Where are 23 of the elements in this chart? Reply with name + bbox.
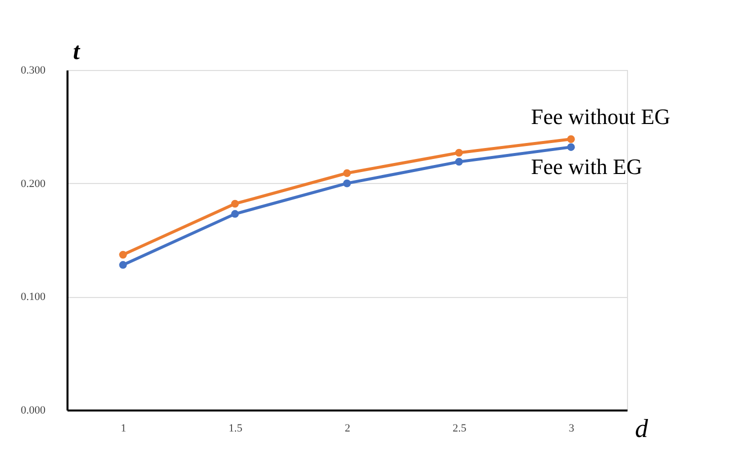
y-tick-label: 0.100 bbox=[20, 291, 46, 304]
x-tick-label: 2 bbox=[344, 422, 350, 434]
point bbox=[119, 261, 127, 269]
point bbox=[567, 143, 575, 151]
x-tick-label: 1 bbox=[120, 422, 126, 434]
point bbox=[231, 200, 239, 208]
series-label: Fee without EG bbox=[531, 104, 670, 130]
point bbox=[455, 158, 463, 166]
point bbox=[343, 169, 351, 177]
point bbox=[567, 135, 575, 143]
y-axis-title: t bbox=[73, 39, 81, 65]
x-tick-label: 2.5 bbox=[452, 422, 467, 434]
point bbox=[119, 250, 127, 259]
point bbox=[231, 210, 239, 218]
x-tick-label: 1.5 bbox=[228, 422, 243, 434]
series-label: Fee with EG bbox=[531, 154, 642, 180]
y-tick-label: 0.300 bbox=[20, 64, 46, 76]
x-axis-title: d bbox=[635, 414, 649, 443]
point bbox=[343, 179, 351, 188]
point bbox=[455, 148, 463, 157]
y-tick-label: 0.200 bbox=[20, 178, 46, 190]
x-tick-label: 3 bbox=[568, 422, 575, 434]
y-tick-label: 0.000 bbox=[20, 404, 46, 416]
